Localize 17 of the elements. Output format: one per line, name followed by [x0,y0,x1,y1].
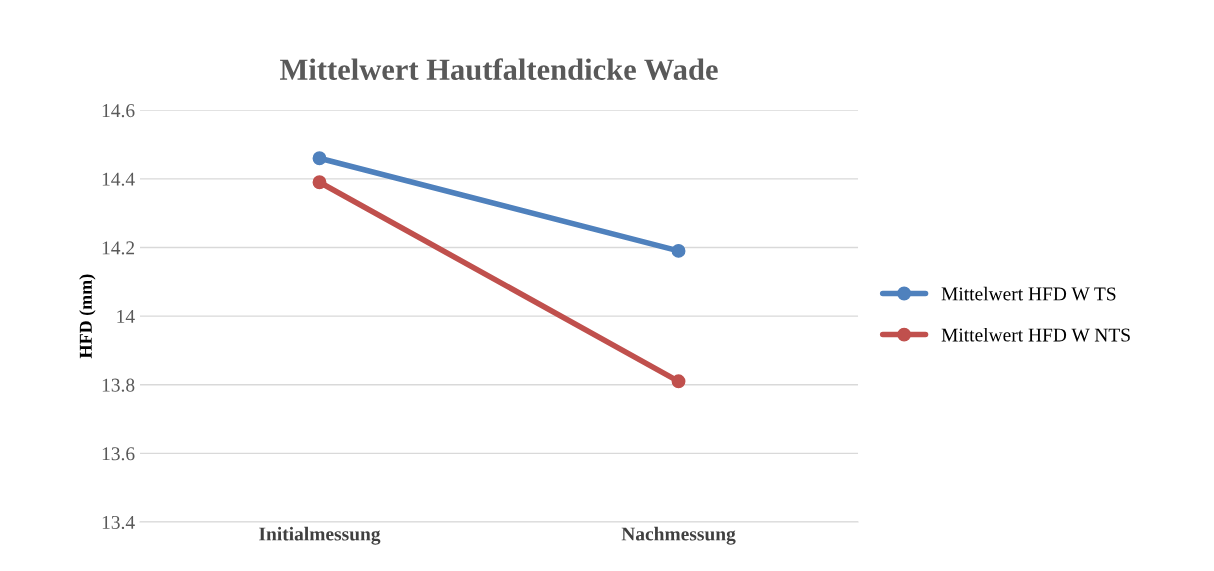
y-tick-label: 13.8 [102,378,135,392]
y-tick-label: 14.6 [102,104,135,118]
point [312,151,327,166]
x-tick-label: Initialmessung [259,526,381,545]
legend-label: Mittelwert HFD W TS [941,286,1116,301]
y-tick-label: 14.4 [102,172,135,186]
point [671,374,686,389]
y-tick-label: 14 [117,310,135,323]
y-axis-title: HFD (mm) [79,274,96,359]
point [312,175,327,190]
y-tick-label: 14.2 [102,241,135,255]
y-tick-label: 13.4 [102,515,135,530]
y-tick-label: 13.6 [102,447,135,461]
legend-label: Mittelwert HFD W NTS [941,327,1130,342]
point [671,243,686,258]
chart-title: Mittelwert Hautfaltendicke Wade [280,58,718,81]
x-tick-label: Nachmessung [621,526,736,545]
